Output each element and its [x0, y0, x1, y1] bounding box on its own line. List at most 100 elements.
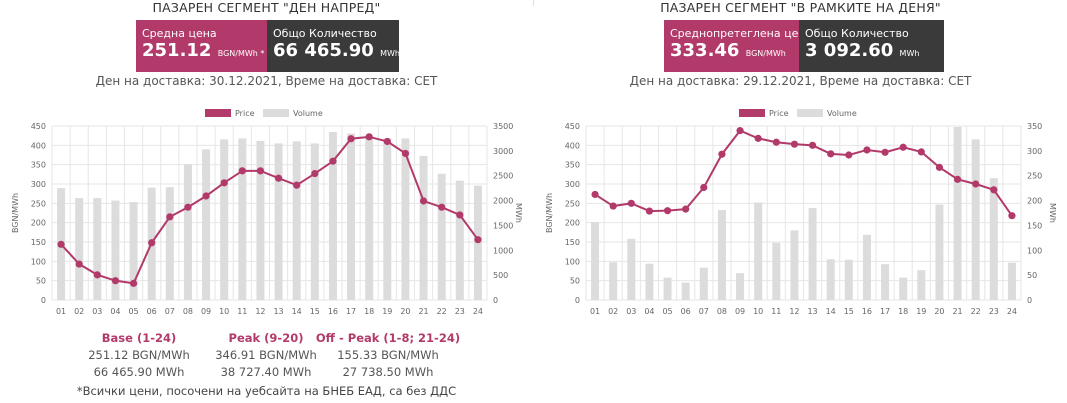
price-point — [57, 240, 65, 248]
y-axis-title: BGN/MWh — [11, 193, 20, 233]
x-tick-label: 04 — [644, 307, 654, 316]
volume-bar — [274, 143, 283, 300]
y-tick-label: 100 — [565, 257, 580, 266]
y2-tick-label: 200 — [1027, 197, 1042, 206]
x-tick-label: 05 — [128, 307, 138, 316]
price-point — [609, 202, 617, 210]
price-point — [881, 148, 889, 156]
x-tick-label: 09 — [201, 307, 211, 316]
y-tick-label: 200 — [565, 219, 580, 228]
x-tick-label: 20 — [934, 307, 944, 316]
volume-bar — [989, 178, 998, 300]
y2-tick-label: 0 — [493, 296, 498, 305]
price-point — [111, 277, 120, 285]
price-point — [917, 148, 925, 156]
x-tick-label: 13 — [807, 307, 817, 316]
volume-bar — [202, 149, 211, 300]
volume-bar — [129, 202, 138, 300]
x-tick-label: 16 — [862, 307, 872, 316]
volume-bar — [717, 210, 726, 300]
legend-price-swatch — [739, 109, 765, 117]
volume-bar — [826, 259, 835, 300]
volume-bar — [609, 262, 618, 300]
volume-bar — [663, 277, 672, 300]
price-point — [75, 260, 83, 268]
price-point — [166, 213, 174, 221]
y2-tick-label: 3000 — [493, 147, 513, 156]
weighted-price-label: Среднопретеглена цена — [670, 27, 813, 40]
price-point — [645, 207, 654, 215]
stat-peak-label: Peak (9-20) — [228, 331, 304, 345]
x-tick-label: 18 — [898, 307, 908, 316]
stat-base-label: Base (1-24) — [101, 331, 177, 345]
x-tick-label: 10 — [219, 307, 229, 316]
stat-base-volume: 66 465.90 MWh — [93, 365, 185, 379]
volume-bar — [627, 238, 636, 300]
volume-bar — [455, 180, 464, 300]
x-tick-label: 12 — [789, 307, 799, 316]
y-tick-label: 0 — [41, 296, 46, 305]
vat-note: *Всички цени, посочени на уебсайта на БН… — [76, 384, 457, 398]
x-tick-label: 21 — [418, 307, 428, 316]
x-tick-label: 06 — [147, 307, 157, 316]
y2-tick-label: 350 — [1027, 122, 1042, 131]
x-tick-label: 08 — [183, 307, 193, 316]
price-point — [456, 211, 464, 219]
y-tick-label: 100 — [31, 257, 46, 266]
price-point — [627, 199, 635, 207]
volume-bar — [328, 131, 337, 300]
y2-tick-label: 2500 — [493, 172, 513, 181]
y2-axis-title: MWh — [514, 203, 523, 223]
volume-bar — [220, 139, 229, 300]
weighted-price-value: 333.46 BGN/MWh — [670, 40, 786, 61]
price-point — [311, 169, 319, 178]
volume-bar — [93, 198, 102, 300]
legend-price-label: Price — [769, 109, 789, 118]
price-point — [129, 279, 138, 287]
volume-bar — [238, 138, 247, 300]
intraday-chart: Price Volume05010015020025030035040045005… — [545, 109, 1057, 316]
volume-bar — [401, 138, 410, 300]
y2-tick-label: 1500 — [493, 221, 513, 230]
stat-base-price: 251.12 BGN/MWh — [88, 348, 190, 362]
y-tick-label: 450 — [565, 122, 580, 131]
x-tick-label: 01 — [56, 307, 66, 316]
price-point — [184, 203, 192, 211]
price-point — [329, 157, 337, 165]
price-point — [682, 205, 690, 213]
x-tick-label: 01 — [590, 307, 600, 316]
price-point — [718, 150, 726, 158]
volume-bar — [935, 204, 944, 300]
price-point — [736, 127, 744, 135]
x-tick-label: 16 — [328, 307, 338, 316]
volume-bar — [790, 230, 799, 300]
volume-bar — [256, 140, 265, 300]
volume-bar — [591, 221, 600, 300]
x-tick-label: 19 — [382, 307, 392, 316]
x-tick-label: 23 — [455, 307, 465, 316]
intraday-volume-label: Общо Количество — [805, 27, 909, 40]
price-point — [383, 137, 391, 146]
price-point — [754, 134, 762, 142]
x-tick-label: 08 — [717, 307, 727, 316]
average-price-box: Средна цена 251.12 BGN/MWh * — [136, 20, 267, 72]
x-tick-label: 03 — [92, 307, 102, 316]
day-ahead-summary: Средна цена 251.12 BGN/MWh * Общо Количе… — [136, 20, 400, 72]
x-tick-label: 11 — [771, 307, 781, 316]
intraday-title: ПАЗАРЕН СЕГМЕНТ "В РАМКИТЕ НА ДЕНЯ" — [660, 0, 941, 15]
price-point — [220, 179, 228, 187]
total-volume-value: 66 465.90 MWh — [273, 40, 400, 61]
y-tick-label: 300 — [565, 180, 580, 189]
stat-offpeak-volume: 27 738.50 MWh — [342, 365, 434, 379]
y-tick-label: 150 — [565, 238, 580, 247]
volume-bar — [971, 139, 980, 300]
y2-tick-label: 100 — [1027, 246, 1042, 255]
x-tick-label: 04 — [110, 307, 120, 316]
price-point — [256, 167, 265, 175]
panel-divider — [533, 0, 534, 6]
x-tick-label: 22 — [437, 307, 447, 316]
stat-peak: Peak (9-20) 346.91 BGN/MWh 38 727.40 MWh — [186, 330, 346, 381]
price-point — [663, 207, 672, 215]
price-point — [347, 135, 355, 143]
y-tick-label: 200 — [31, 219, 46, 228]
